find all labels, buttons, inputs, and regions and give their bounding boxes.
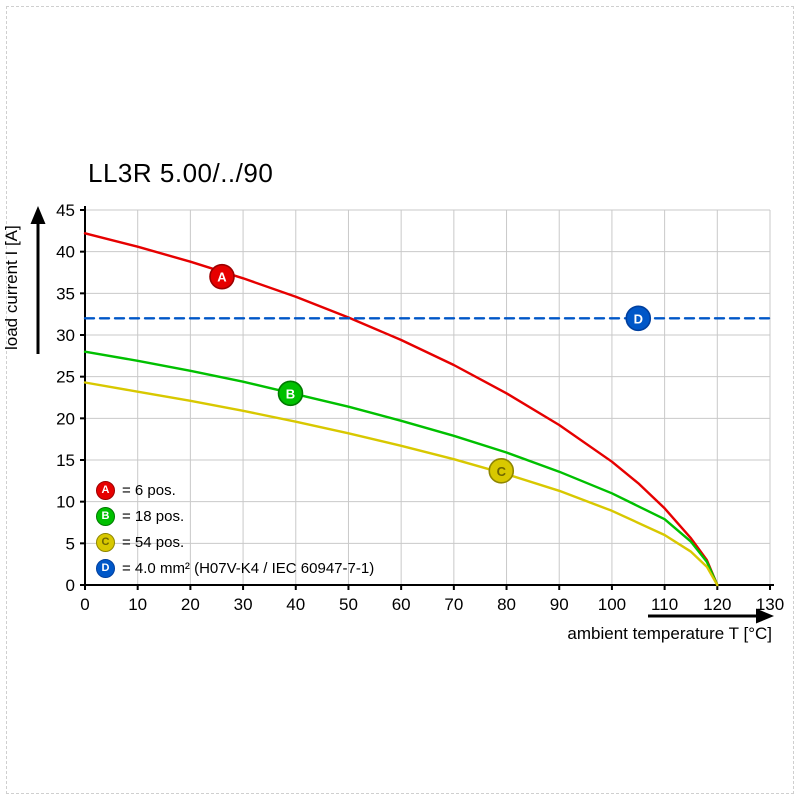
chart-legend: A = 6 pos. B = 18 pos. C = 54 pos. D = 4.0 mm² …	[96, 477, 374, 581]
x-tick-label: 50	[339, 595, 358, 614]
y-tick-label: 5	[66, 534, 75, 553]
x-tick-label: 60	[392, 595, 411, 614]
y-tick-label: 45	[56, 201, 75, 220]
y-tick-label: 35	[56, 284, 75, 303]
x-tick-label: 130	[756, 595, 784, 614]
x-tick-label: 110	[651, 595, 678, 614]
y-tick-label: 10	[56, 493, 75, 512]
x-tick-label: 120	[703, 595, 731, 614]
marker-letter-B: B	[286, 386, 295, 401]
legend-label-B: = 18 pos.	[122, 507, 185, 525]
x-tick-label: 40	[286, 595, 305, 614]
marker-B	[277, 380, 304, 407]
x-tick-label: 90	[550, 595, 569, 614]
legend-label-D: = 4.0 mm² (H07V-K4 / IEC 60947-7-1)	[122, 559, 375, 577]
legend-item-B: B = 18 pos.	[96, 503, 374, 529]
curve-C	[83, 381, 719, 587]
legend-badge-C: C	[96, 532, 115, 552]
x-tick-label: 20	[181, 595, 200, 614]
y-axis-arrow-icon	[30, 206, 46, 224]
y-tick-label: 15	[56, 451, 75, 470]
legend-label-C: = 54 pos.	[122, 533, 185, 551]
marker-letter-C: C	[497, 464, 507, 479]
x-tick-label: 10	[128, 595, 147, 614]
y-tick-label: 25	[56, 368, 75, 387]
marker-A	[209, 263, 235, 290]
y-tick-label: 0	[66, 576, 75, 595]
chart-title: LL3R 5.00/../90	[88, 158, 274, 188]
x-tick-label: 100	[598, 595, 626, 614]
marker-C	[488, 458, 515, 484]
legend-item-A: A = 6 pos.	[96, 477, 374, 503]
x-tick-label: 0	[80, 595, 89, 614]
x-tick-label: 30	[234, 595, 253, 614]
legend-label-A: = 6 pos.	[122, 481, 176, 499]
marker-letter-D: D	[634, 311, 643, 326]
legend-badge-B: B	[96, 506, 115, 526]
marker-D	[625, 305, 652, 332]
legend-badge-A: A	[96, 480, 115, 500]
y-tick-label: 40	[56, 243, 75, 262]
y-tick-label: 20	[56, 409, 75, 428]
x-axis-arrow-icon	[756, 608, 774, 624]
legend-badge-D: D	[96, 558, 115, 578]
legend-item-D: D = 4.0 mm² (H07V-K4 / IEC 60947-7-1)	[96, 555, 374, 581]
y-tick-label: 30	[56, 326, 75, 345]
x-tick-label: 80	[497, 595, 516, 614]
x-axis-label: ambient temperature T [°C]	[567, 624, 772, 643]
marker-letter-A: A	[217, 270, 227, 285]
legend-item-C: C = 54 pos.	[96, 529, 374, 555]
x-tick-label: 70	[444, 595, 463, 614]
curve-B	[83, 350, 719, 587]
